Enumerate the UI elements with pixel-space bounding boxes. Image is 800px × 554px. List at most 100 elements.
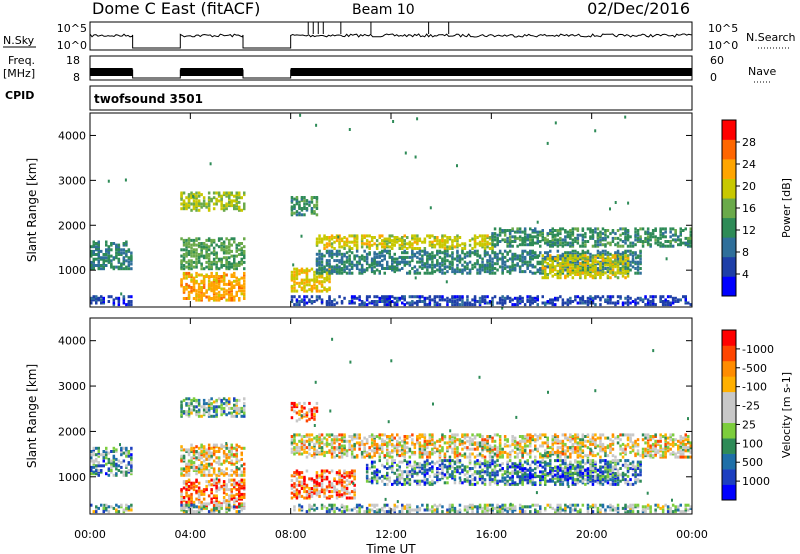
rti-cell [594,276,597,280]
rti-cell [207,238,211,242]
rti-cell [290,205,294,209]
rti-cell [290,300,294,303]
rti-cell [631,244,635,248]
rti-cell [122,251,126,255]
rti-cell [127,300,131,303]
rti-cell [222,249,226,253]
rti-cell [421,300,424,303]
rti-cell [95,242,98,245]
rti-cell [125,473,128,477]
rti-cell [381,295,384,299]
rti-cell [187,402,191,406]
rti-cell [503,435,507,438]
rti-cell [180,469,183,472]
rti-cell [493,232,497,236]
rti-cell [601,257,605,261]
rti-cell [235,197,238,201]
rti-cell [461,270,464,274]
rti-cell [350,271,354,275]
rti-cell [182,259,186,263]
rti-cell [684,243,687,247]
rti-cell [228,400,231,404]
rti-cell [323,267,326,270]
rti-cell [433,236,437,239]
rti-cell [551,257,554,261]
rti-cell [644,236,647,240]
rti-cell [456,454,459,458]
rti-cell [416,436,419,440]
rti-cell [207,456,211,460]
rti-cell [569,230,572,234]
rti-cell [318,474,321,478]
rti-cell [486,436,489,440]
rti-cell [187,464,191,468]
rti-cell [350,452,354,456]
rti-cell [554,435,557,438]
rti-cell [403,295,406,299]
rti-cell [212,257,216,261]
rti-cell [235,473,238,477]
rti-cell [579,244,582,248]
rti-cell [388,295,391,299]
rti-cell [396,296,399,300]
rti-cell [320,300,324,303]
rti-cell [448,260,452,264]
rti-cell [207,295,211,299]
rti-cell [240,484,243,488]
rti-cell [190,461,193,465]
rti-cell [207,248,211,252]
rti-cell [182,204,186,208]
rti-cell [481,447,484,451]
rti-cell [391,449,394,453]
rti-cell [589,268,592,272]
rti-cell [431,251,434,255]
rti-cell [503,450,507,454]
rti-cell [225,400,228,404]
rti-cell [381,296,384,300]
rti-cell [318,240,321,244]
rti-cell [102,456,105,460]
rti-cell [569,296,572,300]
rti-cell [378,271,381,275]
rti-cell [100,453,103,457]
rti-cell [621,303,625,307]
rti-cell [551,227,554,231]
rti-cell [549,263,552,267]
rti-cell [330,441,334,445]
rti-cell [418,441,422,445]
rti-cell [551,269,554,273]
rti-cell [222,287,226,291]
rti-cell [180,413,183,417]
rti-cell [386,296,389,300]
rti-cell [343,260,346,264]
rti-cell [97,464,100,468]
rti-cell [298,480,301,484]
rti-cell [576,273,580,276]
rti-cell [388,239,391,243]
rti-cell [313,203,316,207]
rti-cell [328,494,331,498]
rti-cell [355,263,359,267]
rti-cell [381,263,384,267]
rti-cell [621,260,625,264]
rti-cell [446,240,449,244]
rti-cell [521,436,524,440]
rti-cell [303,441,306,445]
rti-cell [418,239,422,243]
rti-cell [228,267,231,271]
rti-cell [631,241,635,245]
rti-cell [243,254,246,258]
rti-cell [523,255,527,259]
rti-cell [197,273,201,277]
rti-cell [215,262,218,266]
rti-cell [230,262,233,266]
rti-cell [438,270,442,274]
rti-cell [581,260,585,264]
rti-cell [581,265,585,269]
rti-cell [561,241,565,245]
rti-cell [222,454,226,458]
rti-cell [200,473,203,477]
rti-cell [513,263,517,267]
rti-cell [498,227,502,231]
rti-cell [228,251,231,255]
